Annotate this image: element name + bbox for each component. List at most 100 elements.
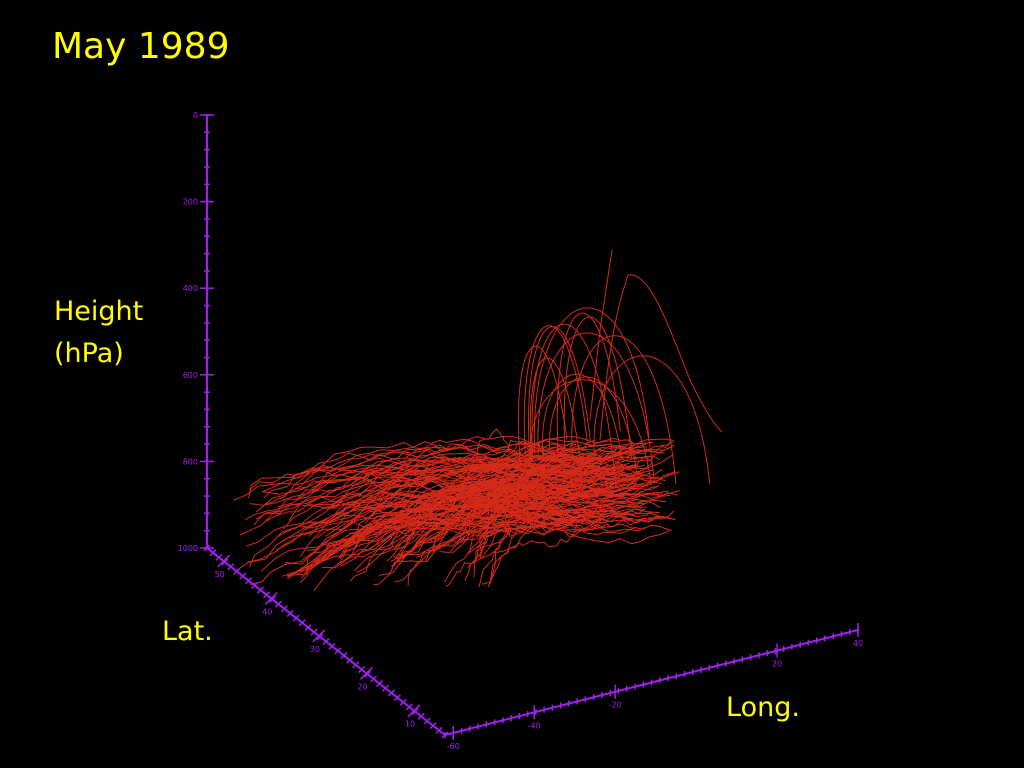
trajectory [468, 443, 577, 553]
trajectory [517, 345, 568, 461]
trajectory [455, 428, 574, 478]
minor-tick [292, 614, 300, 622]
trajectory [378, 512, 583, 551]
long-tick-label: 20 [772, 660, 782, 669]
trajectory [549, 376, 638, 474]
lat-tick-label: 50 [215, 570, 225, 579]
minor-tick [322, 637, 330, 646]
minor-tick [221, 558, 229, 566]
trajectory [364, 475, 635, 524]
trajectory [291, 452, 612, 492]
trajectory [286, 508, 660, 577]
trajectory [430, 478, 582, 543]
trajectory [432, 466, 663, 555]
trajectory [435, 468, 622, 549]
minor-tick [227, 563, 235, 571]
long-tick-label: -60 [447, 742, 460, 751]
height-tick-label: 200 [183, 198, 198, 207]
height-tick-label: 400 [183, 284, 198, 293]
trajectory [322, 491, 679, 569]
trajectory [356, 446, 626, 574]
minor-tick [370, 675, 378, 683]
tick-mark [217, 554, 231, 568]
minor-tick [215, 553, 223, 561]
trajectory [463, 485, 659, 532]
lat-label: Lat. [162, 616, 213, 647]
height-tick-label: 1000 [178, 544, 198, 553]
minor-tick [245, 577, 253, 585]
long-label: Long. [726, 692, 800, 723]
trajectory [398, 457, 599, 563]
minor-tick [334, 647, 342, 655]
height-unit: (hPa) [54, 338, 124, 369]
trajectory [537, 332, 655, 481]
lat-tick-label: 30 [310, 645, 320, 654]
trajectory [285, 468, 616, 565]
minor-tick [340, 651, 348, 660]
minor-tick [381, 684, 390, 692]
tick-mark [312, 629, 326, 643]
lat-tick-label: 40 [262, 607, 272, 616]
trajectory [363, 435, 665, 483]
minor-tick [316, 633, 324, 641]
minor-tick [429, 722, 437, 730]
lat-tick-label: 10 [405, 720, 415, 729]
trajectory [390, 511, 562, 563]
minor-tick [239, 572, 247, 580]
trajectory [599, 274, 723, 441]
trajectory [563, 316, 632, 461]
minor-tick [274, 600, 282, 608]
trajectory [287, 490, 669, 577]
trajectory [467, 510, 675, 568]
minor-tick [346, 656, 354, 664]
minor-tick [310, 628, 318, 636]
trajectory [456, 444, 629, 492]
height-label: Height [54, 296, 143, 327]
height-tick-label: 0 [193, 111, 198, 120]
trajectory [531, 323, 617, 488]
minor-tick [268, 595, 276, 603]
lat-tick-label: 20 [357, 682, 367, 691]
trajectory [428, 437, 674, 512]
minor-tick [358, 666, 366, 674]
minor-tick [257, 586, 265, 594]
minor-tick [298, 619, 306, 627]
trajectory [593, 355, 711, 484]
trajectory [556, 312, 621, 461]
trajectory [463, 451, 661, 504]
trajectory [528, 326, 591, 461]
trajectory [373, 513, 616, 586]
trajectory [454, 441, 674, 531]
trajectory [542, 373, 623, 461]
trajectory [300, 458, 592, 529]
minor-tick [233, 567, 241, 575]
minor-tick [387, 689, 395, 697]
trajectory [533, 307, 650, 461]
minor-tick [399, 698, 407, 706]
long-tick-label: -40 [528, 721, 541, 730]
minor-tick [304, 623, 312, 632]
long-tick-label: -20 [609, 701, 622, 710]
long-tick-label: 40 [853, 639, 863, 648]
minor-tick [417, 712, 425, 720]
trajectory [368, 448, 648, 526]
minor-tick [435, 726, 443, 734]
trajectory [246, 455, 650, 547]
height-tick-label: 600 [183, 371, 198, 380]
trajectory [396, 526, 672, 556]
trajectory [589, 249, 613, 421]
minor-tick [328, 642, 336, 650]
trajectory [306, 484, 626, 575]
trajectory [472, 448, 564, 578]
minor-tick [203, 544, 211, 552]
minor-tick [209, 549, 217, 557]
minor-tick [393, 694, 401, 702]
minor-tick [251, 581, 259, 589]
tick-mark [264, 591, 278, 606]
trajectory [253, 496, 635, 532]
trajectory [379, 480, 658, 576]
trajectory [296, 464, 588, 514]
minor-tick [423, 717, 431, 725]
